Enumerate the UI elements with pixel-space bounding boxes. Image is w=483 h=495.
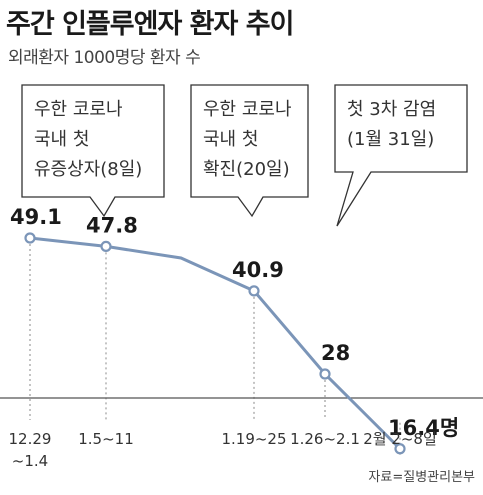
x-tick-label: 1.26~2.1: [290, 430, 360, 448]
x-tick-labels: 12.29 ~1.4 1.5~11 1.19~25 1.26~2.1 2월 2~8일: [9, 430, 437, 470]
x-tick-label: 2월 2~8일: [363, 430, 437, 448]
data-point: [394, 443, 406, 455]
data-point: [248, 285, 260, 297]
value-label: 49.1: [10, 205, 62, 229]
callout-box: 첫 3차 감염 (1월 31일): [334, 84, 468, 227]
x-tick-label: 12.29 ~1.4: [9, 430, 52, 470]
source-note: 자료=질병관리본부: [368, 470, 475, 485]
callout-line: 첫 3차 감염: [347, 99, 436, 120]
callout-line: 확진(20일): [203, 159, 290, 180]
data-point: [100, 240, 112, 252]
data-point: [319, 368, 331, 380]
value-label: 40.9: [232, 258, 284, 282]
callout-line: 우한 코로나: [34, 99, 123, 120]
chart-title: 주간 인플루엔자 환자 추이: [6, 9, 294, 40]
series-layer: [29, 236, 402, 450]
callout-line: 국내 첫: [203, 129, 258, 150]
chart-subtitle: 외래환자 1000명당 환자 수: [8, 48, 201, 68]
callout-line: 유증상자(8일): [34, 159, 142, 180]
value-label: 16.4명: [388, 416, 459, 440]
callout-line: (1월 31일): [347, 129, 434, 150]
x-tick-label: 1.19~25: [221, 430, 286, 448]
series-line: [29, 236, 402, 450]
value-label: 47.8: [86, 213, 138, 237]
x-tick-label: 1.5~11: [78, 430, 134, 448]
marker-layer: [24, 232, 406, 455]
value-labels: 49.1 47.8 40.9 28 16.4명: [10, 205, 459, 440]
data-point: [24, 232, 36, 244]
callout-line: 우한 코로나: [203, 99, 292, 120]
callout-line: 국내 첫: [34, 129, 89, 150]
value-label: 28: [321, 341, 350, 365]
